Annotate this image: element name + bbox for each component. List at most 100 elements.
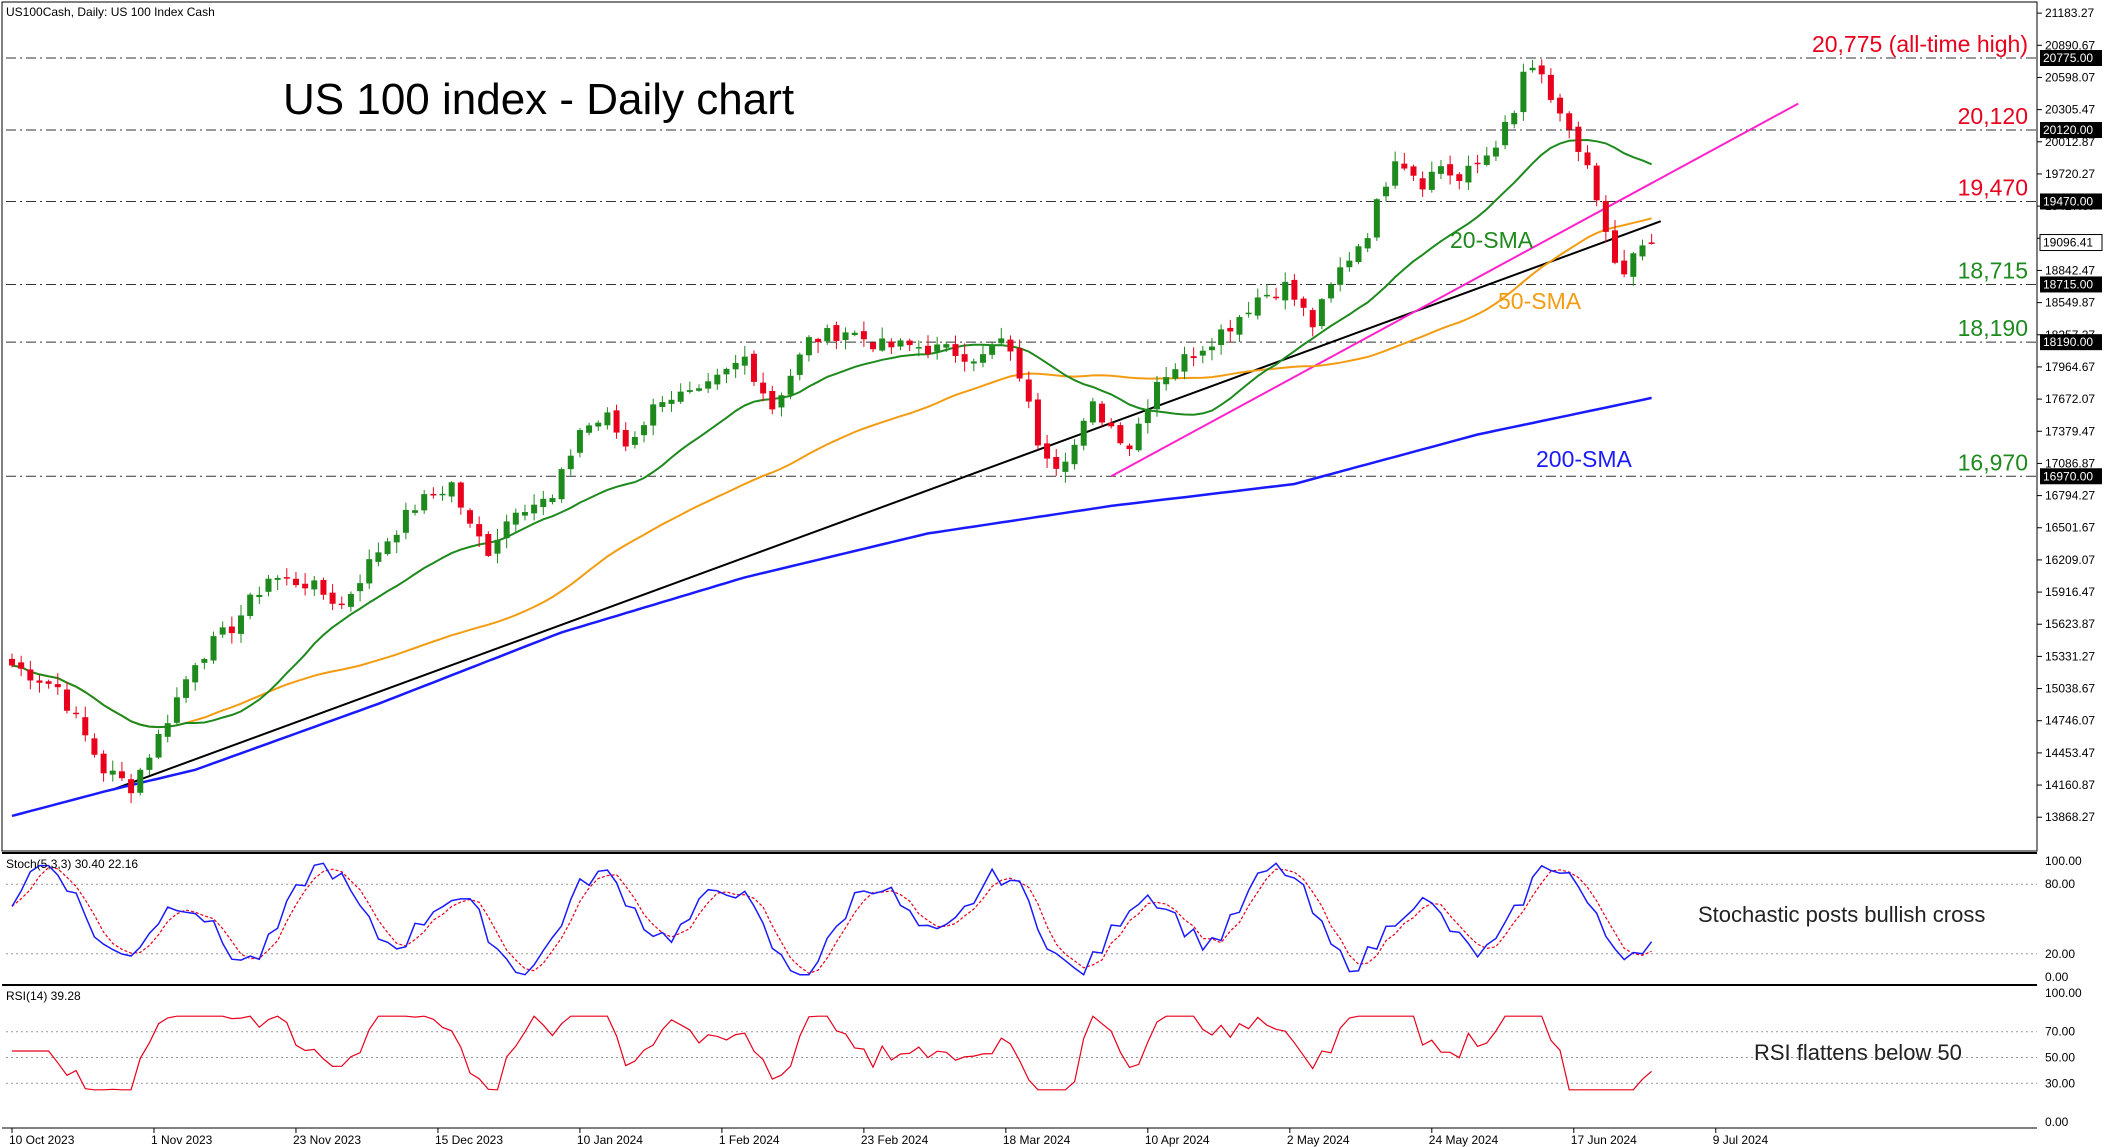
- current-price-tag: [2039, 234, 2103, 252]
- sma200-line: [11, 396, 1652, 818]
- candle-body: [1428, 171, 1435, 190]
- candle-body: [1208, 346, 1215, 351]
- y-tick-label: 16501.67: [2045, 521, 2095, 535]
- candle-body: [137, 769, 144, 793]
- x-tick-label: 2 May 2024: [1287, 1133, 1350, 1147]
- candle-body: [998, 338, 1005, 344]
- candle-body: [384, 541, 391, 555]
- candle-body: [1089, 401, 1096, 423]
- x-tick-label: 10 Oct 2023: [9, 1133, 75, 1147]
- broken-support-trendline: [1110, 102, 1799, 478]
- candle-body: [283, 577, 290, 579]
- candle-body: [1502, 121, 1509, 146]
- candle-body: [888, 341, 895, 348]
- y-tick-label: 20012.87: [2045, 135, 2095, 149]
- stoch-tick-label: 80.00: [2045, 877, 2075, 891]
- candle-body: [842, 332, 849, 341]
- candle-body: [439, 493, 446, 496]
- candle-body: [1273, 296, 1280, 299]
- candle-body: [979, 354, 986, 363]
- candle-body: [18, 662, 25, 669]
- rsi-tick-label: 50.00: [2045, 1051, 2075, 1065]
- candle-body: [393, 534, 400, 543]
- candle-body: [1612, 230, 1618, 263]
- candle-body: [1025, 379, 1032, 402]
- trendlines: [112, 102, 1799, 791]
- candle-body: [485, 533, 492, 556]
- candle-body: [412, 510, 419, 513]
- candle-body: [91, 738, 98, 755]
- candle-body: [934, 344, 941, 352]
- candle-body: [925, 345, 931, 355]
- y-tick-label: 18842.47: [2045, 263, 2095, 277]
- candle-body: [347, 593, 354, 607]
- candle-body: [311, 580, 318, 590]
- candle-body: [897, 340, 904, 347]
- y-tick-label: 20305.47: [2045, 103, 2095, 117]
- candle-body: [549, 498, 556, 503]
- candle-body: [228, 626, 235, 634]
- y-tick-label: 13868.27: [2045, 810, 2095, 824]
- level-price-tag-text: 20120.00: [2043, 123, 2093, 137]
- candle-body: [1392, 161, 1399, 186]
- candle-body: [1593, 165, 1600, 201]
- candle-body: [1492, 147, 1499, 157]
- candlesticks: [9, 59, 1655, 804]
- candle-body: [238, 615, 244, 634]
- candle-body: [824, 328, 831, 342]
- candle-body: [860, 331, 867, 340]
- candle-body: [677, 391, 684, 402]
- stoch-annotation: Stochastic posts bullish cross: [1698, 902, 1985, 927]
- indicator-lines: [6, 862, 2037, 1091]
- candle-body: [741, 356, 748, 366]
- stoch-tick-label: 20.00: [2045, 947, 2075, 961]
- candle-body: [1630, 253, 1637, 277]
- y-tick-label: 15916.47: [2045, 585, 2095, 599]
- candle-body: [851, 332, 858, 336]
- candle-body: [366, 559, 373, 584]
- sma50-line: [11, 217, 1652, 729]
- candle-body: [164, 723, 171, 737]
- candle-body: [73, 712, 80, 715]
- x-tick-label: 23 Nov 2023: [293, 1133, 361, 1147]
- level-price-tag-text: 19470.00: [2043, 194, 2093, 208]
- candle-body: [338, 603, 345, 606]
- candle-body: [650, 404, 657, 426]
- candle-body: [805, 337, 812, 356]
- candle-body: [1437, 166, 1444, 174]
- candle-body: [613, 410, 620, 433]
- candle-body: [1108, 422, 1115, 427]
- level-label: 19,470: [1958, 174, 2028, 200]
- candle-body: [1263, 294, 1270, 297]
- candle-body: [1062, 461, 1069, 472]
- candle-body: [1575, 126, 1582, 152]
- y-tick-label: 20890.67: [2045, 38, 2095, 52]
- stoch-panel-header: Stoch(5,3,3) 30.40 22.16: [6, 857, 138, 871]
- candle-body: [27, 669, 34, 681]
- date-axis: 10 Oct 2023 1 Nov 2023 23 Nov 2023 15 Dec 2…: [9, 1128, 1768, 1147]
- candle-body: [879, 338, 886, 351]
- candle-body: [1080, 420, 1087, 446]
- y-tick-label: 17672.07: [2045, 392, 2095, 406]
- candle-body: [1199, 350, 1206, 356]
- candle-body: [943, 344, 950, 348]
- candle-body: [448, 482, 455, 497]
- rsi-tick-label: 70.00: [2045, 1025, 2075, 1039]
- candle-body: [1373, 199, 1380, 238]
- candle-body: [1135, 423, 1142, 451]
- candle-body: [952, 344, 959, 356]
- sma20-label: 20-SMA: [1450, 227, 1534, 253]
- candle-body: [604, 412, 611, 426]
- candle-body: [732, 362, 739, 370]
- candle-body: [1447, 164, 1454, 176]
- y-tick-label: 20598.07: [2045, 70, 2095, 84]
- rsi-panel-header: RSI(14) 39.28: [6, 989, 81, 1003]
- y-tick-label: 14160.87: [2045, 778, 2095, 792]
- level-label: 20,120: [1958, 103, 2028, 129]
- candle-body: [641, 425, 648, 436]
- candle-body: [778, 395, 785, 408]
- candle-body: [1227, 327, 1234, 332]
- candle-body: [375, 552, 382, 562]
- candle-body: [54, 684, 61, 688]
- level-labels: 20,775 (all-time high) 20,120 19,470 18,715…: [1812, 31, 2028, 475]
